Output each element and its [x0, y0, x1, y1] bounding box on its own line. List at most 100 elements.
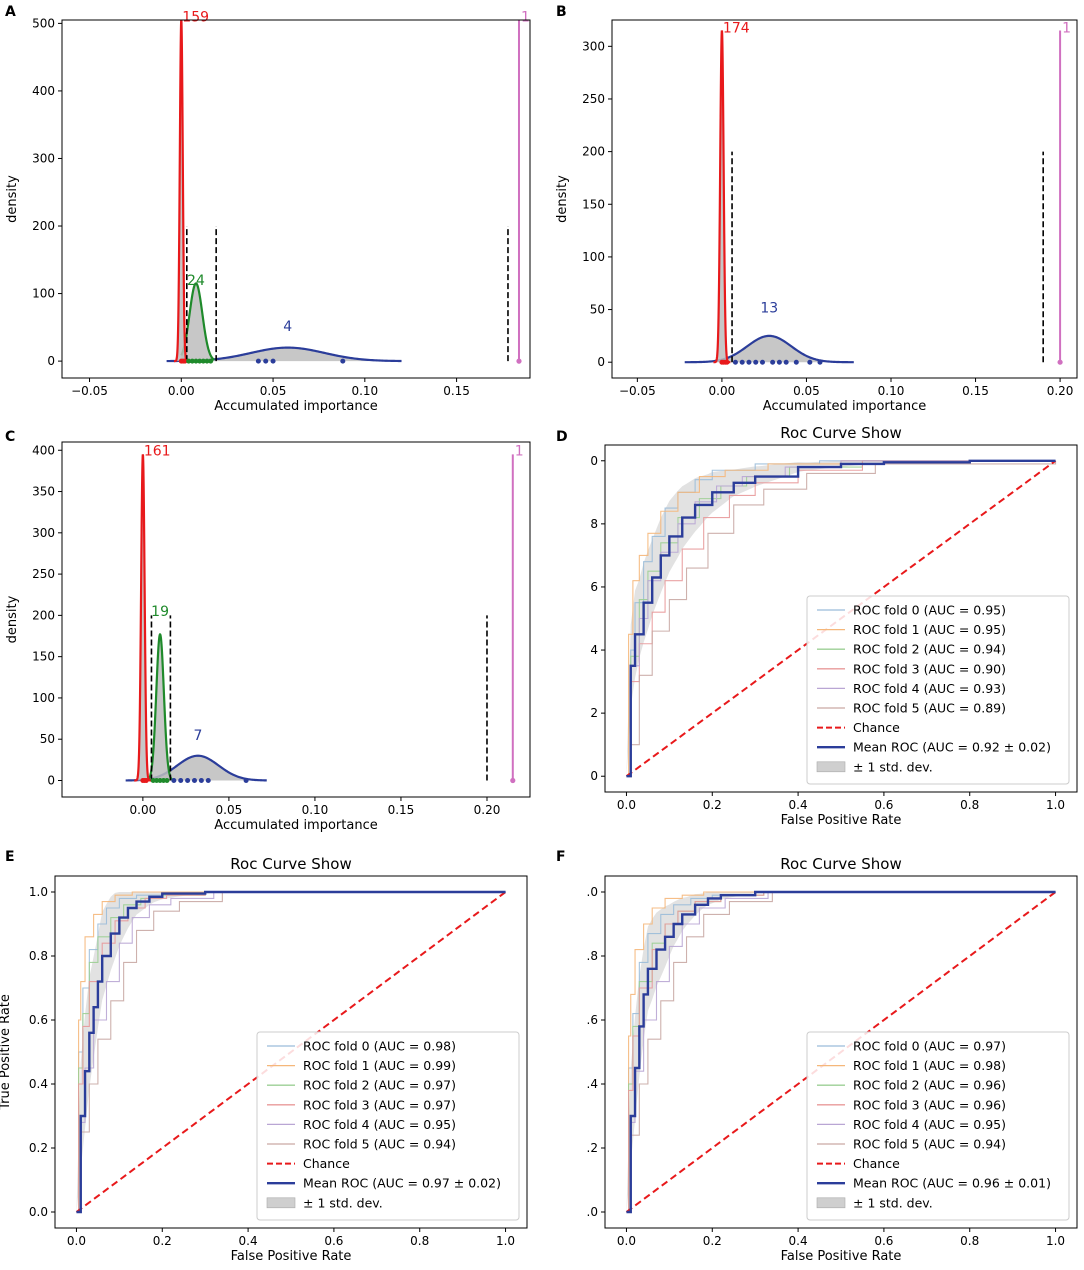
- plot-frame: [61, 19, 531, 379]
- x-tick-label: 0.05: [260, 384, 287, 398]
- panel-letter: E: [5, 849, 15, 865]
- y-axis-label: density: [5, 595, 20, 643]
- mean-roc-line: [626, 890, 1056, 1214]
- blue-data-point: [340, 358, 346, 364]
- x-axis-label: Accumulated importance: [214, 399, 377, 414]
- mean-roc-line: [76, 890, 506, 1214]
- green-data-point: [204, 358, 210, 364]
- x-tick-label: 0.10: [302, 803, 329, 817]
- green-data-point: [186, 358, 192, 364]
- legend-mean-roc-label: Mean ROC (AUC = 0.92 ± 0.02): [853, 740, 1051, 755]
- legend-fold-1-label: ROC fold 1 (AUC = 0.98): [853, 1058, 1006, 1073]
- x-axis-label: False Positive Rate: [781, 813, 902, 828]
- y-tick-label: .8: [587, 949, 598, 963]
- green-data-point: [154, 777, 160, 783]
- chart-title: Roc Curve Show: [780, 855, 901, 873]
- chart-title: Roc Curve Show: [230, 855, 351, 873]
- x-tick-label: 0.8: [410, 1234, 429, 1248]
- panel-letter: D: [556, 429, 568, 445]
- legend-mean-roc-label: Mean ROC (AUC = 0.97 ± 0.02): [303, 1176, 501, 1191]
- legend-fold-4-label: ROC fold 4 (AUC = 0.95): [303, 1117, 456, 1132]
- legend-std-dev-swatch: [816, 1197, 846, 1209]
- y-tick-label: 200: [32, 219, 55, 233]
- y-tick-label: 500: [32, 16, 55, 30]
- x-tick-label: 0.0: [617, 1234, 636, 1248]
- y-tick-label: 0.4: [29, 1077, 48, 1091]
- green-data-point: [164, 777, 170, 783]
- red-density-fill: [173, 20, 189, 362]
- green-data-point: [208, 358, 214, 364]
- x-tick-label: 0.2: [153, 1234, 172, 1248]
- green-data-point: [161, 777, 167, 783]
- y-tick-label: 0.8: [29, 949, 48, 963]
- y-tick-label: 4: [590, 643, 598, 657]
- x-tick-label: 0.20: [1047, 384, 1074, 398]
- plot-area: [166, 20, 522, 364]
- legend: ROC fold 0 (AUC = 0.95) ROC fold 1 (AUC =…: [806, 595, 1070, 785]
- pink-count-label: 1: [521, 10, 530, 26]
- x-tick-label: 0.00: [709, 384, 736, 398]
- green-data-point: [150, 777, 156, 783]
- y-tick-label: .0: [587, 1205, 598, 1219]
- legend-fold-4-label: ROC fold 4 (AUC = 0.95): [853, 1117, 1006, 1132]
- y-tick-label: 2: [590, 706, 598, 720]
- chart-title: Roc Curve Show: [780, 424, 901, 442]
- y-tick-label: 200: [582, 145, 605, 159]
- y-tick-label: 50: [40, 732, 55, 746]
- legend-std-dev-label: ± 1 std. dev.: [303, 1195, 383, 1210]
- y-axis-label: density: [5, 175, 20, 223]
- y-tick-label: 100: [32, 287, 55, 301]
- legend-chance-label: Chance: [303, 1156, 350, 1171]
- y-tick-label: 6: [590, 580, 598, 594]
- x-tick-label: 0.2: [703, 798, 722, 812]
- x-tick-label: 0.6: [324, 1234, 343, 1248]
- panel-letter: F: [556, 849, 566, 865]
- green-density-curve: [146, 633, 173, 782]
- blue-data-point: [817, 359, 823, 365]
- y-tick-label: 300: [32, 151, 55, 165]
- legend-fold-3-label: ROC fold 3 (AUC = 0.97): [303, 1097, 456, 1112]
- roc-panel-E: 0.0 0.2 0.4 0.6 0.8 1.0 0.0 0.2 0.4 0.6 0.8 1.0 Fals…: [0, 849, 528, 1264]
- legend-std-dev-swatch: [266, 1197, 296, 1209]
- y-tick-label: 8: [590, 517, 598, 531]
- blue-count-label: 7: [193, 728, 202, 744]
- red-data-point: [182, 358, 188, 364]
- legend-fold-1-label: ROC fold 1 (AUC = 0.95): [853, 622, 1006, 637]
- plot-frame: [604, 875, 1078, 1229]
- x-tick-label: −0.05: [619, 384, 656, 398]
- plot-area: [684, 30, 1063, 365]
- x-tick-label: 0.0: [67, 1234, 86, 1248]
- roc-fold-4-line: [626, 460, 1056, 777]
- blue-data-point: [753, 359, 759, 365]
- y-tick-label: 50: [590, 303, 605, 317]
- y-tick-label: .0: [587, 885, 598, 899]
- y-tick-label: 250: [582, 92, 605, 106]
- blue-data-point: [739, 359, 745, 365]
- roc-fold-1-line: [626, 891, 1056, 1213]
- legend-fold-0-label: ROC fold 0 (AUC = 0.97): [853, 1039, 1006, 1054]
- plot-frame: [611, 19, 1078, 379]
- legend-fold-2-label: ROC fold 2 (AUC = 0.96): [853, 1078, 1006, 1093]
- blue-data-point: [255, 358, 261, 364]
- legend-fold-0-label: ROC fold 0 (AUC = 0.98): [303, 1039, 456, 1054]
- plot-frame: [61, 441, 531, 798]
- legend-fold-3-label: ROC fold 3 (AUC = 0.90): [853, 661, 1006, 676]
- legend: ROC fold 0 (AUC = 0.97) ROC fold 1 (AUC =…: [806, 1031, 1070, 1221]
- legend-box: [806, 1031, 1070, 1221]
- legend-fold-5-label: ROC fold 5 (AUC = 0.94): [303, 1137, 456, 1152]
- green-data-point: [193, 358, 199, 364]
- blue-data-point: [178, 777, 184, 783]
- legend-std-dev-label: ± 1 std. dev.: [853, 759, 933, 774]
- legend-chance-label: Chance: [853, 720, 900, 735]
- y-tick-label: .4: [587, 1077, 598, 1091]
- x-tick-label: 0.2: [703, 1234, 722, 1248]
- y-tick-label: 0: [47, 773, 55, 787]
- y-tick-label: 0: [590, 454, 598, 468]
- red-count-label: 174: [723, 20, 750, 36]
- roc-fold-5-line: [76, 891, 506, 1213]
- red-density-fill: [134, 454, 152, 781]
- blue-data-point: [807, 359, 813, 365]
- y-tick-label: .6: [587, 1013, 598, 1027]
- legend-fold-5-label: ROC fold 5 (AUC = 0.94): [853, 1137, 1006, 1152]
